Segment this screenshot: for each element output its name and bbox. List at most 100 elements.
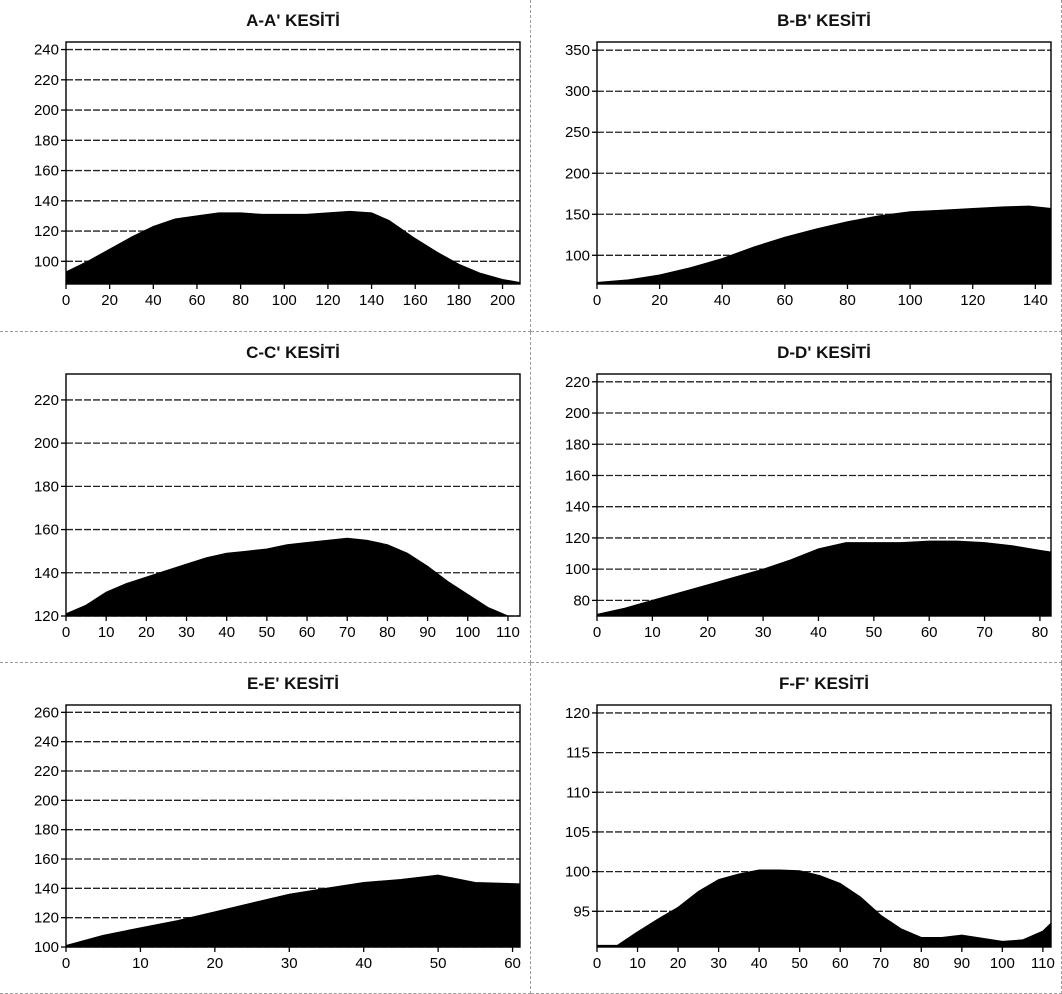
chart-panel-ff: F-F' KESİTİ 95 100 105 110 115 120 0 10 20 30 40 50 6… xyxy=(531,663,1062,994)
x-tick-label: 110 xyxy=(1031,955,1055,972)
y-tick-label: 95 xyxy=(573,903,590,920)
y-tick-label: 220 xyxy=(565,374,590,391)
y-tick-label: 140 xyxy=(34,880,59,897)
x-tick-label: 60 xyxy=(299,624,316,641)
x-tick-label: 50 xyxy=(791,955,808,972)
x-tick-label: 100 xyxy=(898,292,923,309)
plot-frame xyxy=(65,373,521,617)
y-tick-label: 80 xyxy=(573,592,590,609)
y-tick-label: 350 xyxy=(565,42,590,59)
x-tick-label: 20 xyxy=(207,955,224,972)
y-tick-label: 180 xyxy=(34,478,59,495)
x-tick-label: 160 xyxy=(403,292,428,309)
y-tick-label: 180 xyxy=(34,132,59,149)
x-tick-label: 40 xyxy=(751,955,768,972)
y-tick-label: 220 xyxy=(34,392,59,409)
y-tick-label: 105 xyxy=(565,824,590,841)
profile-area xyxy=(596,205,1052,285)
y-tick-label: 200 xyxy=(34,435,59,452)
y-tick-label: 160 xyxy=(34,851,59,868)
y-tick-label: 150 xyxy=(565,206,590,223)
x-tick-label: 80 xyxy=(1032,624,1049,641)
y-tick-label: 115 xyxy=(566,745,590,762)
profile-area xyxy=(65,874,521,948)
chart-bb: B-B' KESİTİ 100 150 200 250 300 350 0 20 40 60 80 10… xyxy=(565,11,1052,309)
x-tick-label: 10 xyxy=(98,624,115,641)
y-tick-label: 100 xyxy=(565,864,590,881)
x-tick-label: 50 xyxy=(259,624,276,641)
profile-area xyxy=(65,537,520,617)
x-tick-label: 70 xyxy=(339,624,356,641)
x-tick-label: 100 xyxy=(990,955,1015,972)
x-tick-label: 180 xyxy=(446,292,471,309)
x-tick-label: 120 xyxy=(315,292,340,309)
x-tick-label: 40 xyxy=(810,624,827,641)
x-tick-label: 200 xyxy=(490,292,515,309)
chart-title: D-D' KESİTİ xyxy=(777,343,871,362)
y-tick-label: 200 xyxy=(34,792,59,809)
x-tick-label: 40 xyxy=(145,292,162,309)
y-tick-label: 260 xyxy=(34,704,59,721)
y-tick-label: 110 xyxy=(566,784,590,801)
y-tick-label: 120 xyxy=(34,910,59,927)
x-tick-label: 20 xyxy=(670,955,687,972)
chart-title: B-B' KESİTİ xyxy=(777,11,871,30)
y-tick-label: 180 xyxy=(565,436,590,453)
y-tick-label: 120 xyxy=(565,705,590,722)
x-tick-label: 60 xyxy=(921,624,938,641)
x-tick-label: 70 xyxy=(872,955,889,972)
x-tick-label: 90 xyxy=(419,624,436,641)
profile-area xyxy=(596,869,1052,948)
chart-title: E-E' KESİTİ xyxy=(247,674,339,693)
x-tick-label: 20 xyxy=(101,292,118,309)
x-tick-label: 0 xyxy=(62,624,70,641)
x-tick-label: 60 xyxy=(504,955,521,972)
y-tick-label: 100 xyxy=(34,939,59,956)
chart-panel-dd: D-D' KESİTİ 80 100 120 140 160 180 200 220 0 10 20 3… xyxy=(531,332,1062,663)
x-tick-label: 80 xyxy=(839,292,856,309)
y-tick-label: 120 xyxy=(34,608,59,625)
x-tick-label: 0 xyxy=(593,624,601,641)
x-tick-label: 10 xyxy=(629,955,646,972)
x-tick-label: 30 xyxy=(178,624,195,641)
x-tick-label: 100 xyxy=(455,624,480,641)
x-tick-label: 10 xyxy=(132,955,149,972)
y-tick-label: 140 xyxy=(565,499,590,516)
x-tick-label: 20 xyxy=(138,624,155,641)
y-tick-label: 180 xyxy=(34,822,59,839)
y-tick-label: 250 xyxy=(565,124,590,141)
x-tick-label: 40 xyxy=(218,624,235,641)
y-tick-label: 240 xyxy=(34,42,59,59)
chart-panel-cc: C-C' KESİTİ 120 140 160 180 200 220 0 10 20 30 40 50… xyxy=(0,332,531,663)
x-tick-label: 110 xyxy=(496,624,520,641)
x-tick-label: 40 xyxy=(714,292,731,309)
y-tick-label: 140 xyxy=(34,565,59,582)
x-tick-label: 80 xyxy=(232,292,249,309)
y-tick-label: 140 xyxy=(34,193,59,210)
x-tick-label: 0 xyxy=(593,955,601,972)
plot-frame xyxy=(65,704,521,948)
profile-area xyxy=(596,540,1052,617)
plot-frame xyxy=(596,704,1052,948)
y-tick-label: 160 xyxy=(34,522,59,539)
x-tick-label: 120 xyxy=(960,292,985,309)
plot-frame xyxy=(65,41,521,285)
x-tick-label: 0 xyxy=(62,292,70,309)
x-tick-label: 140 xyxy=(1023,292,1048,309)
x-tick-label: 30 xyxy=(755,624,772,641)
plot-frame xyxy=(596,41,1052,285)
y-tick-label: 200 xyxy=(565,165,590,182)
chart-panel-ee: E-E' KESİTİ 100 120 140 160 180 200 220 240 260 0 1… xyxy=(0,663,531,994)
y-tick-label: 300 xyxy=(565,83,590,100)
y-tick-label: 100 xyxy=(565,561,590,578)
chart-ff: F-F' KESİTİ 95 100 105 110 115 120 0 10 20 30 40 50 6… xyxy=(565,674,1055,972)
x-tick-label: 0 xyxy=(593,292,601,309)
profile-area xyxy=(65,210,521,285)
y-tick-label: 160 xyxy=(34,163,59,180)
x-tick-label: 50 xyxy=(430,955,447,972)
y-tick-label: 220 xyxy=(34,72,59,89)
chart-title: C-C' KESİTİ xyxy=(246,343,340,362)
x-tick-label: 100 xyxy=(272,292,297,309)
x-tick-label: 10 xyxy=(644,624,661,641)
